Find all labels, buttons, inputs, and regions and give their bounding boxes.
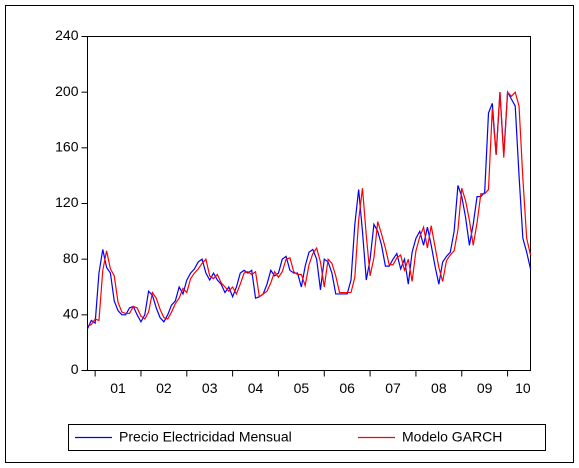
series-line [86,90,532,329]
series-line [87,90,532,327]
x-tick-label: 10 [515,380,531,396]
x-tick-label: 01 [110,380,126,396]
legend-label: Modelo GARCH [402,429,502,445]
y-tick-label: 160 [55,139,79,155]
legend-label: Precio Electricidad Mensual [119,429,292,445]
outer-frame [5,5,574,463]
legend [68,424,546,451]
y-tick-label: 120 [55,194,79,210]
x-tick-label: 04 [248,380,264,396]
x-tick-label: 02 [156,380,172,396]
y-tick-label: 40 [63,306,79,322]
x-tick-label: 09 [477,380,493,396]
x-tick-label: 06 [339,380,355,396]
x-tick-label: 07 [385,380,401,396]
x-tick-label: 08 [431,380,447,396]
y-tick-label: 0 [71,361,79,377]
y-tick-label: 200 [55,83,79,99]
x-tick-label: 03 [202,380,218,396]
x-tick-label: 05 [294,380,310,396]
y-tick-label: 80 [63,250,79,266]
y-tick-label: 240 [55,27,79,43]
